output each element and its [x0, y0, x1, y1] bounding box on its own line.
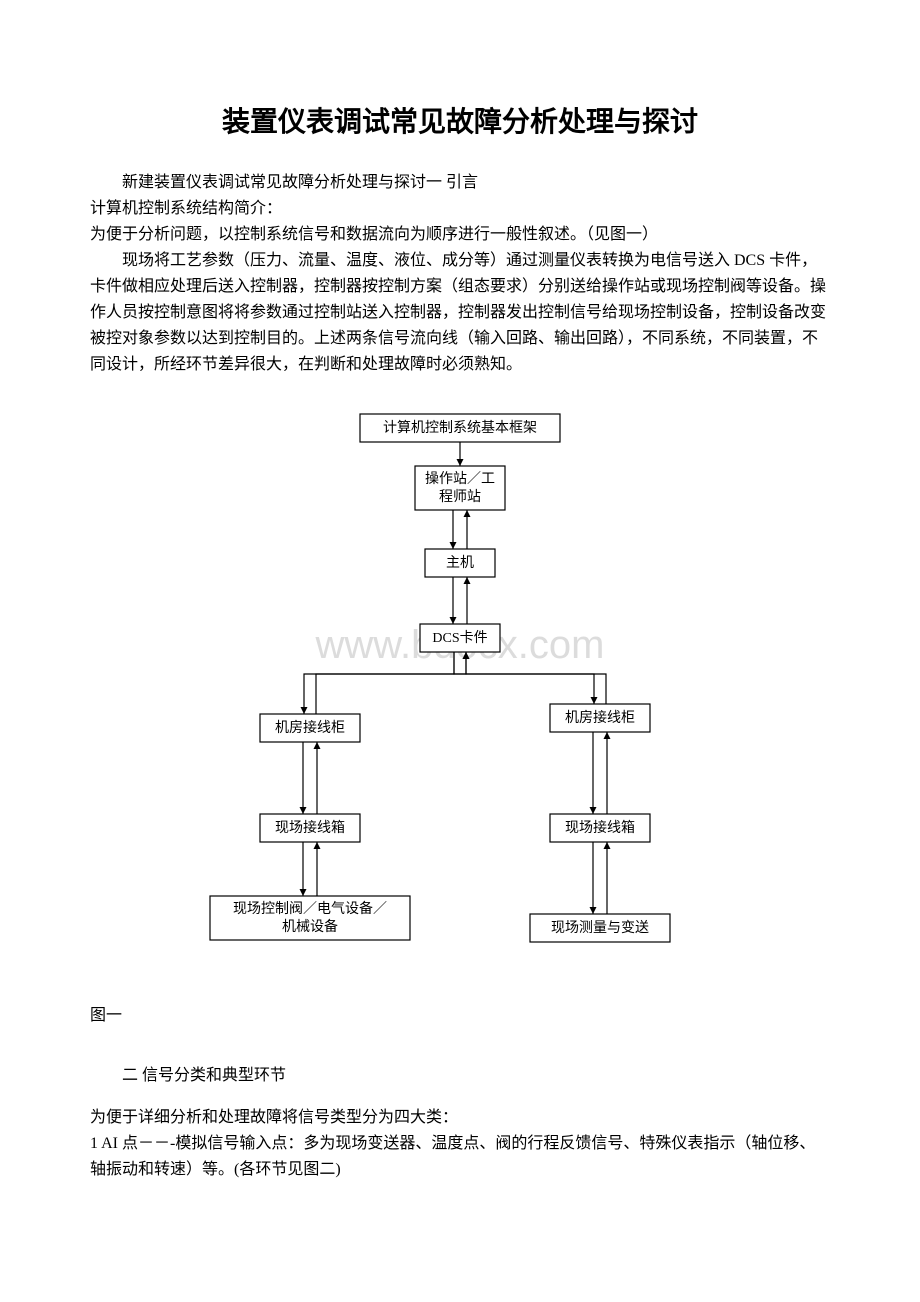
paragraph-body-1: 现场将工艺参数（压力、流量、温度、液位、成分等）通过测量仪表转换为电信号送入 D… — [90, 248, 830, 378]
page-title: 装置仪表调试常见故障分析处理与探讨 — [90, 100, 830, 140]
flowchart-node: 现场接线箱 — [550, 814, 650, 842]
svg-text:计算机控制系统基本框架: 计算机控制系统基本框架 — [383, 419, 537, 436]
paragraph-intro-1: 新建装置仪表调试常见故障分析处理与探讨一 引言 — [90, 170, 830, 196]
paragraph-sec2-2: 1 AI 点－－-模拟信号输入点：多为现场变送器、温度点、阀的行程反馈信号、特殊… — [90, 1131, 830, 1183]
flowchart-node: 现场接线箱 — [260, 814, 360, 842]
svg-text:机房接线柜: 机房接线柜 — [275, 719, 345, 736]
figure-label: 图一 — [90, 1003, 830, 1029]
flowchart-node: 机房接线柜 — [550, 704, 650, 732]
paragraph-intro-3: 为便于分析问题，以控制系统信号和数据流向为顺序进行一般性叙述。（见图一） — [90, 222, 830, 248]
flowchart-node: 现场测量与变送 — [530, 914, 670, 942]
flowchart-node: 现场控制阀／电气设备／机械设备 — [210, 896, 410, 940]
svg-text:程师站: 程师站 — [439, 489, 481, 505]
flowchart-node: 操作站／工程师站 — [415, 466, 505, 510]
flowchart-node: DCS卡件 — [420, 624, 500, 652]
svg-text:主机: 主机 — [446, 555, 474, 571]
flowchart-svg: www.bdocx.com 计算机控制系统基本框架操作站／工程师站主机DCS卡件… — [180, 408, 740, 978]
flowchart-figure: www.bdocx.com 计算机控制系统基本框架操作站／工程师站主机DCS卡件… — [90, 408, 830, 983]
svg-text:机械设备: 机械设备 — [282, 918, 338, 935]
svg-text:机房接线柜: 机房接线柜 — [565, 709, 635, 726]
flowchart-node: 机房接线柜 — [260, 714, 360, 742]
paragraph-sec2-1: 为便于详细分析和处理故障将信号类型分为四大类： — [90, 1105, 830, 1131]
section-2-head: 二 信号分类和典型环节 — [90, 1063, 830, 1089]
flowchart-node: 计算机控制系统基本框架 — [360, 414, 560, 442]
svg-text:现场接线箱: 现场接线箱 — [275, 819, 345, 836]
svg-text:现场控制阀／电气设备／: 现场控制阀／电气设备／ — [233, 900, 387, 917]
svg-text:现场接线箱: 现场接线箱 — [565, 819, 635, 836]
svg-text:操作站／工: 操作站／工 — [425, 471, 495, 487]
flowchart-node: 主机 — [425, 549, 495, 577]
svg-text:DCS卡件: DCS卡件 — [432, 630, 487, 646]
paragraph-intro-2: 计算机控制系统结构简介： — [90, 196, 830, 222]
svg-text:现场测量与变送: 现场测量与变送 — [551, 920, 649, 936]
